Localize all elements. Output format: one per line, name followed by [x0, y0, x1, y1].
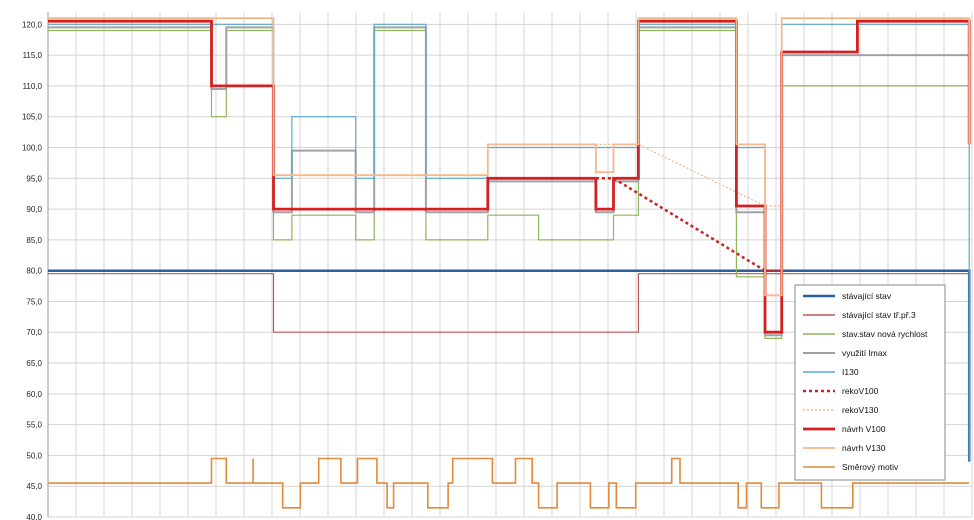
y-tick-label: 80,0 — [26, 267, 42, 276]
legend-label: rekoV130 — [842, 405, 879, 415]
series-lines — [48, 17, 971, 509]
y-tick-label: 50,0 — [26, 451, 42, 460]
legend-label: stav.stav nová rychlost — [842, 329, 928, 339]
series-line-vyu-it-imax — [48, 26, 970, 337]
y-axis: 40,0 45,0 50,0 55,0 60,0 65,0 70,0 75,0 80,0 85,0… — [22, 12, 49, 520]
series-line-sm-rov-motiv — [48, 457, 970, 509]
legend-label: Směrový motiv — [842, 462, 899, 472]
legend-label: stávající stav — [842, 291, 892, 301]
legend-label: rekoV100 — [842, 386, 879, 396]
gridlines — [47, 12, 973, 518]
y-tick-label: 95,0 — [26, 174, 42, 183]
y-tick-label: 60,0 — [26, 390, 42, 399]
series-line-st-vaj-c-stav-t-p-3 — [48, 273, 970, 333]
y-tick-label: 75,0 — [26, 297, 42, 306]
legend-label: využití Imax — [842, 348, 888, 358]
y-tick-label: 55,0 — [26, 421, 42, 430]
y-tick-label: 40,0 — [26, 513, 42, 520]
series-line-stav-stav-nov-rychlost — [48, 29, 970, 339]
y-tick-label: 65,0 — [26, 359, 42, 368]
y-tick-label: 120,0 — [22, 20, 43, 29]
legend-label: návrh V100 — [842, 424, 886, 434]
y-tick-label: 105,0 — [22, 113, 43, 122]
y-tick-label: 85,0 — [26, 236, 42, 245]
y-tick-label: 70,0 — [26, 328, 42, 337]
legend-label: návrh V130 — [842, 443, 886, 453]
series-line-n-vrh-v130 — [48, 17, 971, 297]
legend: stávající stav stávající stav tř.př.3 stav… — [794, 284, 946, 481]
y-tick-label: 90,0 — [26, 205, 42, 214]
legend-label: stávající stav tř.př.3 — [842, 310, 916, 320]
series-line-rekov100 — [595, 177, 782, 272]
y-tick-label: 100,0 — [22, 143, 43, 152]
y-tick-label: 110,0 — [23, 82, 43, 91]
legend-label: I130 — [842, 367, 859, 377]
y-tick-label: 45,0 — [26, 482, 42, 491]
y-tick-label: 115,0 — [23, 51, 43, 60]
